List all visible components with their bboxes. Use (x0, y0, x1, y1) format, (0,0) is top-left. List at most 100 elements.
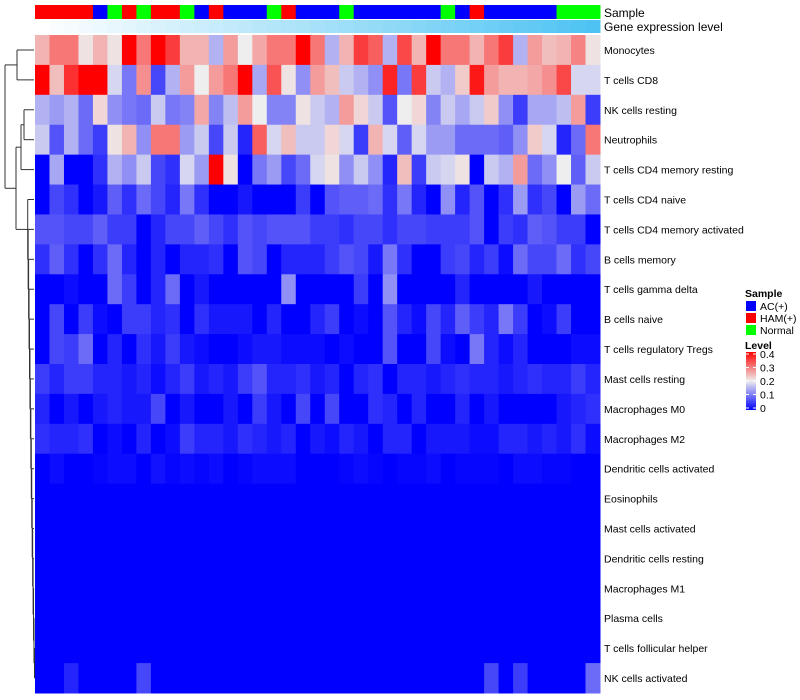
heatmap-cell (513, 423, 529, 455)
row-label: T cells regulatory Tregs (604, 344, 713, 356)
heatmap-cell (63, 274, 79, 305)
heatmap-cell (469, 543, 485, 574)
heatmap-cell (237, 94, 253, 126)
heatmap-cell (295, 364, 311, 395)
heatmap-cell (426, 124, 442, 156)
heatmap-cell (310, 274, 326, 305)
heatmap-cell (527, 513, 543, 544)
heatmap-cell (556, 543, 572, 574)
heatmap-cell (136, 453, 152, 485)
gene-expression-annotation-cell (382, 20, 398, 33)
heatmap-cell (107, 334, 123, 365)
heatmap-cell (49, 513, 65, 544)
heatmap-cell (252, 663, 268, 694)
heatmap-cell (252, 94, 268, 126)
heatmap-cell (585, 244, 601, 275)
heatmap-cell (223, 393, 239, 425)
heatmap-cell (324, 453, 340, 485)
sample-annotation-cell (63, 5, 79, 19)
heatmap-cell (339, 633, 355, 664)
heatmap-cell (121, 154, 137, 186)
row-dendrogram (4, 49, 35, 679)
heatmap-cell (107, 154, 123, 186)
heatmap-cell (194, 94, 210, 126)
heatmap-cell (353, 154, 369, 186)
heatmap-cell (78, 184, 94, 215)
gene-expression-annotation-cell (339, 20, 355, 33)
heatmap-cell (310, 154, 326, 186)
gene-expression-annotation-cell (440, 20, 456, 33)
heatmap-cell (237, 124, 253, 156)
heatmap-cell (35, 154, 50, 186)
gene-expression-annotation-cell (150, 20, 166, 33)
heatmap-cell (556, 214, 572, 245)
heatmap-cell (35, 453, 50, 485)
heatmap-cell (35, 184, 50, 215)
heatmap-cell (339, 124, 355, 156)
heatmap-cell (484, 94, 500, 126)
heatmap-cell (571, 573, 587, 604)
heatmap-cell (266, 423, 282, 455)
heatmap-cell (368, 543, 384, 574)
heatmap-cell (542, 453, 558, 485)
heatmap-cell (353, 633, 369, 664)
heatmap-cell (194, 513, 210, 544)
heatmap-cell (542, 513, 558, 544)
heatmap-cell (585, 543, 601, 574)
heatmap-cell (484, 154, 500, 186)
sample-annotation-cell (136, 5, 152, 19)
heatmap-cell (266, 214, 282, 245)
heatmap-cell (92, 603, 108, 634)
heatmap-cell (63, 214, 79, 245)
heatmap-cell (208, 94, 224, 126)
heatmap-cell (165, 483, 181, 515)
sample-annotation-cell (411, 5, 427, 19)
heatmap-cell (295, 35, 311, 66)
heatmap-cell (484, 663, 500, 694)
heatmap-cell (49, 364, 65, 395)
heatmap-cell (121, 64, 137, 96)
heatmap-cell (150, 423, 166, 455)
heatmap-cell (310, 543, 326, 574)
heatmap-cell (324, 184, 340, 215)
heatmap-cell (440, 64, 456, 96)
heatmap-cell (368, 64, 384, 96)
heatmap-cell (295, 184, 311, 215)
heatmap-cell (237, 154, 253, 186)
heatmap-cell (49, 543, 65, 574)
heatmap-cell (368, 364, 384, 395)
heatmap-cell (426, 423, 442, 455)
heatmap-cell (121, 393, 137, 425)
gene-expression-annotation-cell (49, 20, 65, 33)
row-label: T cells CD4 memory activated (604, 224, 744, 236)
heatmap-cell (107, 393, 123, 425)
heatmap-cell (469, 603, 485, 634)
heatmap-cell (527, 483, 543, 515)
heatmap-cell (585, 64, 601, 96)
heatmap-cell (382, 94, 398, 126)
heatmap-cell (324, 154, 340, 186)
heatmap-cell (179, 64, 195, 96)
heatmap-cell (237, 184, 253, 215)
sample-annotation-cell (498, 5, 514, 19)
heatmap-cell (527, 364, 543, 395)
heatmap-cell (281, 663, 297, 694)
gene-expression-annotation-cell (35, 20, 50, 33)
heatmap-cell (556, 453, 572, 485)
heatmap-cell (121, 423, 137, 455)
heatmap-cell (585, 94, 601, 126)
heatmap-cell (382, 513, 398, 544)
legend-label: HAM(+) (760, 313, 796, 325)
gene-expression-annotation-bar (35, 20, 601, 33)
heatmap-cell (556, 244, 572, 275)
heatmap-cell (194, 64, 210, 96)
heatmap-cell (78, 334, 94, 365)
gene-expression-annotation-cell (310, 20, 326, 33)
heatmap-cell (455, 393, 471, 425)
heatmap-cell (136, 483, 152, 515)
heatmap-cell (426, 304, 442, 335)
heatmap-cell (252, 483, 268, 515)
heatmap-cell (498, 244, 514, 275)
heatmap-cell (353, 423, 369, 455)
